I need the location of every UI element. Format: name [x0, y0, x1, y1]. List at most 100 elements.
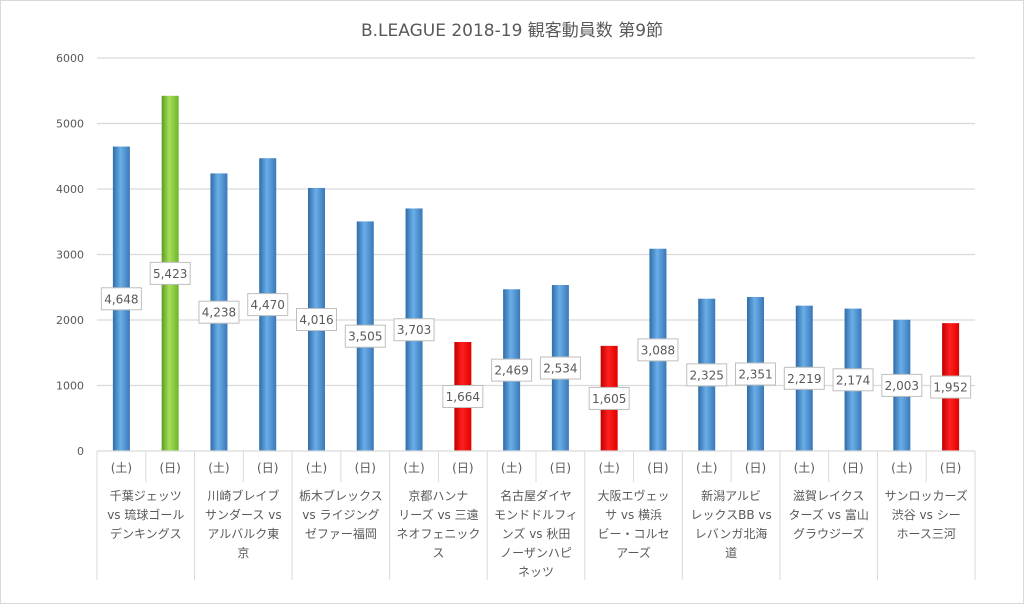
day-label: (土)	[891, 461, 912, 475]
data-label: 4,016	[299, 313, 333, 327]
data-label-box	[686, 363, 728, 387]
y-tick-label: 0	[77, 445, 84, 458]
chart-title: B.LEAGUE 2018-19 観客動員数 第9節	[360, 21, 664, 41]
day-label: (日)	[257, 461, 278, 475]
data-label: 4,238	[202, 306, 236, 320]
day-label: (日)	[550, 461, 571, 475]
category-label: グラウジーズ	[793, 526, 864, 541]
category-label: ゼファー福岡	[305, 526, 377, 541]
day-label: (日)	[745, 461, 766, 475]
category-label: 道	[725, 546, 737, 560]
category-label: ス	[432, 546, 444, 560]
data-label-box	[344, 324, 386, 348]
day-label: (日)	[647, 461, 668, 475]
category-label: レバンガ北海	[695, 526, 768, 541]
day-label: (土)	[794, 461, 815, 475]
category-label: vs ライジング	[302, 508, 379, 522]
data-label-box	[930, 375, 972, 399]
category-label: 大阪エヴェッ	[598, 488, 670, 503]
category-label: アルバルク東	[207, 527, 279, 541]
data-label-box	[637, 338, 679, 362]
category-label: ンズ vs 秋田	[502, 526, 571, 541]
category-label: サンロッカーズ	[885, 488, 968, 503]
data-labels: 4,648 5,423 4,238 4,470 4,016 3,505 3,703 1,664…	[100, 261, 972, 410]
category-label: サンダース vs	[205, 507, 282, 522]
day-label: (土)	[208, 461, 229, 475]
category-label: レックスBB vs	[690, 508, 771, 522]
data-label-box	[149, 261, 191, 285]
data-label-box	[783, 366, 825, 390]
data-label: 3,088	[641, 343, 675, 357]
data-label: 1,952	[933, 381, 967, 395]
y-tick-label: 1000	[56, 380, 84, 393]
day-label: (土)	[403, 461, 424, 475]
y-tick-label: 6000	[56, 52, 84, 65]
category-label: 京	[237, 546, 249, 560]
y-axis: 0 1000 2000 3000 4000 5000 6000	[56, 52, 84, 458]
data-label-box	[881, 373, 923, 397]
data-label-box	[491, 358, 533, 382]
day-label: (日)	[842, 461, 863, 475]
category-label: 千葉ジェッツ	[110, 489, 182, 503]
data-label: 2,351	[738, 368, 772, 382]
data-label-box	[247, 293, 289, 317]
data-label: 5,423	[153, 267, 187, 281]
category-label: ノーザンハピ	[500, 546, 572, 560]
data-label: 2,325	[690, 368, 724, 382]
gridlines	[97, 57, 975, 387]
data-label: 3,703	[397, 323, 431, 337]
category-label: ターズ vs 富山	[788, 507, 868, 522]
data-label-box	[442, 385, 484, 409]
category-label: 新潟アルビ	[701, 488, 761, 503]
day-label: (日)	[159, 461, 180, 475]
data-label-box	[735, 362, 776, 386]
day-label: (土)	[696, 461, 717, 475]
data-label-box	[539, 356, 581, 380]
category-label: 栃木ブレックス	[299, 488, 383, 503]
data-label-box	[100, 287, 142, 311]
day-label: (日)	[940, 461, 961, 475]
day-label: (土)	[111, 461, 132, 475]
category-label: 川崎ブレイブ	[207, 488, 279, 503]
category-label: ホース三河	[897, 527, 956, 541]
day-label: (日)	[355, 461, 376, 475]
category-label: 滋賀レイクス	[793, 489, 864, 503]
data-label-box	[832, 368, 874, 392]
category-label: モンドドルフィ	[494, 508, 578, 522]
data-label: 2,003	[885, 379, 919, 393]
category-label: 京都ハンナ	[408, 489, 468, 503]
data-label: 4,648	[104, 292, 138, 306]
data-label-box	[198, 300, 240, 324]
category-label: リーズ vs 三遠	[398, 507, 478, 522]
data-label: 2,534	[543, 362, 577, 376]
data-label: 2,174	[836, 373, 870, 387]
data-label-box	[588, 386, 630, 410]
data-label: 2,219	[787, 372, 821, 386]
data-label: 3,505	[348, 330, 382, 344]
data-label: 1,664	[446, 390, 480, 404]
y-tick-label: 5000	[56, 118, 84, 131]
bars	[112, 95, 960, 451]
day-label: (土)	[598, 461, 619, 475]
category-label: ビー・コルセ	[598, 527, 670, 541]
category-label: サ vs 横浜	[605, 508, 662, 522]
category-label: ネオフェニック	[396, 527, 480, 541]
data-label: 4,470	[251, 298, 285, 312]
category-label: ネッツ	[518, 565, 554, 579]
data-label-box	[296, 307, 337, 331]
data-label: 2,469	[494, 364, 528, 378]
category-label: アーズ	[616, 545, 651, 560]
y-tick-label: 3000	[56, 249, 84, 262]
category-label: デンキングス	[110, 526, 182, 541]
y-tick-label: 4000	[56, 183, 84, 196]
day-label: (日)	[452, 461, 473, 475]
category-label: 渋谷 vs シー	[892, 508, 961, 522]
day-label: (土)	[501, 461, 522, 475]
data-label-box	[393, 318, 435, 342]
y-tick-label: 2000	[56, 314, 84, 327]
day-label: (土)	[306, 461, 327, 475]
data-label: 1,605	[592, 392, 626, 406]
category-label: vs 琉球ゴール	[107, 507, 184, 522]
